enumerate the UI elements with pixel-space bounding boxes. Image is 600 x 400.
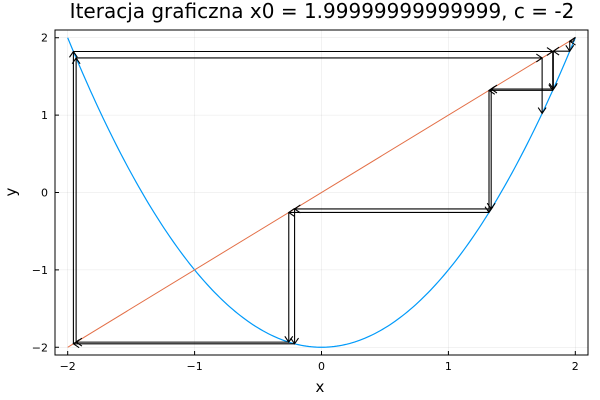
cobweb-arrowhead [537, 107, 547, 115]
y-tick-label: −1 [32, 264, 48, 277]
cobweb-arrowhead [75, 337, 83, 347]
x-axis-label: x [316, 378, 325, 396]
x-tick-label: 2 [572, 360, 579, 373]
x-tick-label: 0 [318, 360, 325, 373]
y-tick-label: 1 [41, 109, 48, 122]
y-tick-label: 0 [41, 187, 48, 200]
cobweb-arrowhead [552, 46, 560, 56]
cobweb-arrowhead [484, 206, 494, 214]
y-tick-label: −2 [32, 341, 48, 354]
axis-ticks: −2 −1 0 1 2 −2 −1 0 1 2 [32, 32, 579, 373]
y-tick-label: 2 [41, 32, 48, 45]
x-tick-label: 1 [445, 360, 452, 373]
chart-title: Iteracja graficzna x0 = 1.99999999999999… [70, 0, 575, 23]
y-axis-label: y [2, 187, 20, 196]
x-tick-label: −1 [186, 360, 202, 373]
cobweb-layer [68, 36, 576, 349]
x-tick-label: −2 [60, 360, 76, 373]
